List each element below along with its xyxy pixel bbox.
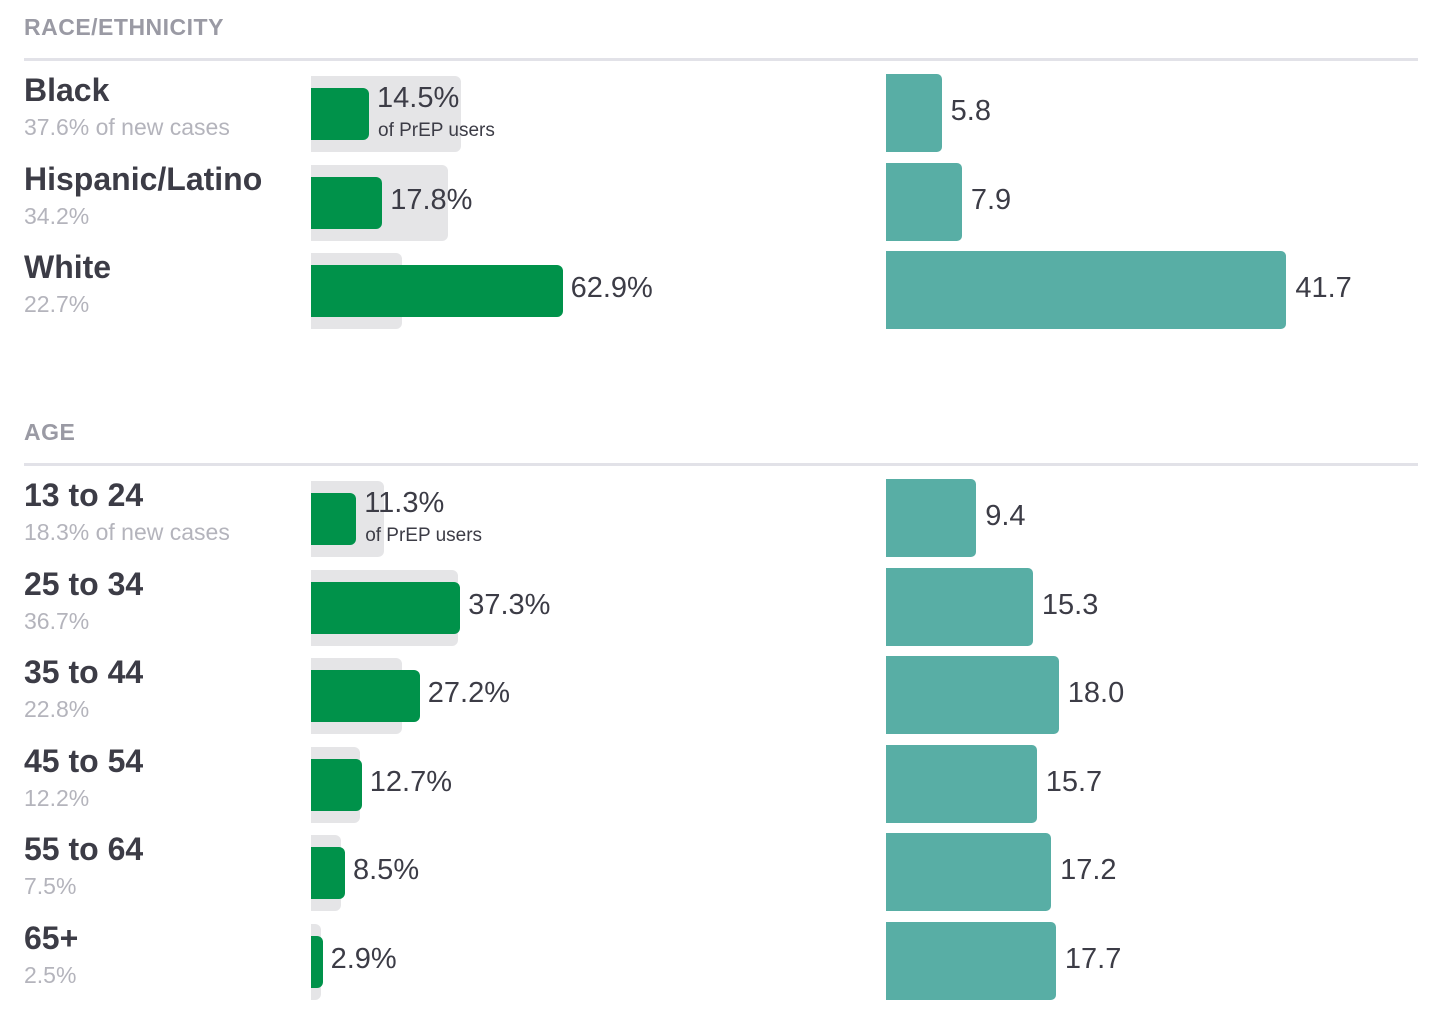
section-divider: [24, 463, 1418, 466]
rate-bar: [886, 744, 1037, 823]
rate-value: 7.9: [970, 183, 1012, 216]
chart-row: 45 to 54 12.2% 12.7% 15.7: [0, 741, 1440, 829]
prep-users-value: 14.5%: [377, 82, 460, 114]
new-cases-label: 22.7%: [24, 291, 90, 317]
new-cases-label: 7.5%: [24, 873, 77, 899]
category-label: White: [24, 249, 112, 285]
prep-users-bar: [311, 176, 383, 229]
rate-bar: [886, 833, 1052, 911]
category-label: 13 to 24: [24, 477, 144, 513]
prep-users-value: 37.3%: [468, 588, 551, 621]
chart-row: 35 to 44 22.8% 27.2% 18.0: [0, 652, 1440, 740]
category-label: 25 to 34: [24, 565, 144, 602]
category-label: Black: [24, 72, 110, 108]
rate-value: 15.3: [1041, 588, 1099, 621]
new-cases-label: 2.5%: [24, 961, 77, 988]
chart-row: 65+ 2.5% 2.9% 17.7: [0, 918, 1440, 1006]
section-title: RACE/ETHNICITY: [24, 14, 224, 40]
rate-value: 17.7: [1064, 942, 1122, 975]
chart-row: Hispanic/Latino 34.2% 17.8% 7.9: [0, 159, 1440, 247]
rate-bar: [886, 567, 1033, 646]
rate-value: 5.8: [950, 95, 991, 127]
chart-row: 25 to 34 36.7% 37.3% 15.3: [0, 564, 1440, 652]
chart-row: 13 to 24 18.3% of new cases 11.3% of PrEP u…: [0, 475, 1440, 563]
category-label: 55 to 64: [24, 831, 144, 867]
prep-users-bar: [311, 847, 345, 899]
prep-users-bar: [311, 493, 357, 545]
prep-users-bar: [311, 758, 362, 811]
prep-users-bar: [311, 88, 369, 140]
category-label: 35 to 44: [24, 654, 144, 690]
rate-bar: [886, 74, 942, 152]
new-cases-label: 37.6% of new cases: [24, 114, 230, 140]
section-title: AGE: [24, 419, 76, 445]
new-cases-label: 12.2%: [24, 784, 90, 811]
new-cases-label: 34.2%: [24, 202, 90, 229]
new-cases-label: 18.3% of new cases: [24, 519, 230, 545]
chart-row: White 22.7% 62.9% 41.7: [0, 247, 1440, 335]
category-label: Hispanic/Latino: [24, 160, 263, 197]
rate-value: 9.4: [985, 500, 1026, 532]
prep-users-bar: [311, 581, 461, 634]
prep-users-value: 2.9%: [330, 942, 397, 975]
prep-users-value: 27.2%: [427, 677, 511, 709]
rate-bar: [886, 656, 1059, 734]
rate-bar: [886, 162, 962, 241]
rate-bar: [886, 251, 1287, 329]
prep-users-value: 8.5%: [353, 854, 420, 886]
prep-users-value: 12.7%: [369, 765, 453, 798]
new-cases-label: 36.7%: [24, 607, 90, 634]
rate-value: 41.7: [1295, 272, 1352, 304]
prep-users-bar: [311, 670, 420, 722]
prep-users-value: 17.8%: [390, 183, 473, 216]
chart-row: 55 to 64 7.5% 8.5% 17.2: [0, 829, 1440, 917]
rate-bar: [886, 479, 977, 557]
rate-value: 17.2: [1060, 854, 1117, 886]
rate-value: 15.7: [1045, 765, 1103, 798]
rate-value: 18.0: [1067, 677, 1125, 709]
prep-users-value: 62.9%: [570, 272, 653, 304]
prep-users-value: 11.3%: [364, 487, 445, 519]
chart-row: Black 37.6% of new cases 14.5% of PrEP user…: [0, 70, 1440, 158]
rate-bar: [886, 921, 1056, 1000]
category-label: 45 to 54: [24, 742, 144, 779]
prep-users-bar: [311, 265, 563, 317]
prep-users-note: of PrEP users: [378, 120, 495, 141]
prep-users-note: of PrEP users: [365, 525, 483, 546]
category-label: 65+: [24, 919, 79, 956]
section-divider: [24, 58, 1418, 61]
new-cases-label: 22.8%: [24, 696, 90, 722]
prep-users-bar: [311, 935, 323, 988]
